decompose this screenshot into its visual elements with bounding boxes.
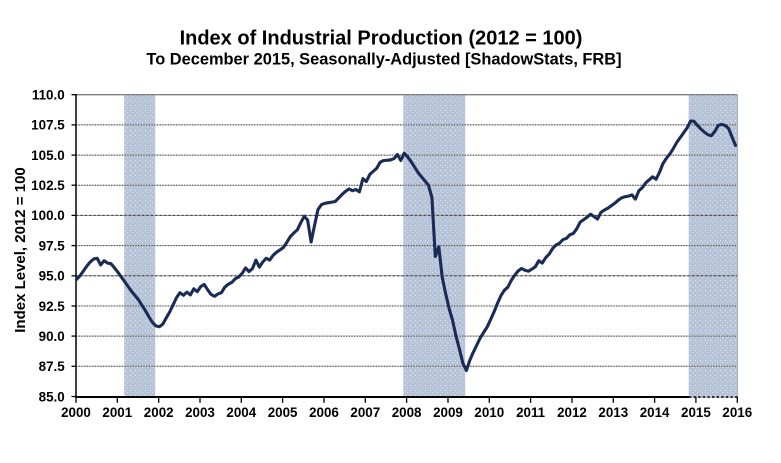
svg-text:90.0: 90.0: [39, 329, 65, 344]
svg-text:2003: 2003: [185, 405, 215, 420]
svg-text:2000: 2000: [61, 405, 91, 420]
svg-text:2001: 2001: [102, 405, 132, 420]
svg-text:2002: 2002: [144, 405, 174, 420]
svg-text:102.5: 102.5: [31, 178, 65, 193]
svg-text:2007: 2007: [350, 405, 380, 420]
svg-text:2005: 2005: [268, 405, 298, 420]
svg-text:2015: 2015: [681, 405, 711, 420]
svg-text:Index Level, 2012 = 100: Index Level, 2012 = 100: [12, 167, 29, 333]
svg-text:To December 2015, Seasonally-A: To December 2015, Seasonally-Adjusted [S…: [146, 51, 621, 69]
svg-text:2008: 2008: [392, 405, 422, 420]
svg-text:2004: 2004: [226, 405, 256, 420]
svg-text:92.5: 92.5: [39, 299, 66, 314]
svg-text:2012: 2012: [557, 405, 587, 420]
svg-text:85.0: 85.0: [39, 389, 65, 404]
svg-text:2013: 2013: [598, 405, 628, 420]
svg-text:105.0: 105.0: [31, 148, 65, 163]
svg-text:2014: 2014: [640, 405, 670, 420]
svg-text:Index of Industrial Production: Index of Industrial Production (2012 = 1…: [180, 28, 583, 50]
svg-text:87.5: 87.5: [39, 359, 66, 374]
svg-text:2010: 2010: [474, 405, 504, 420]
svg-text:2006: 2006: [309, 405, 339, 420]
svg-text:2011: 2011: [516, 405, 546, 420]
svg-text:107.5: 107.5: [31, 118, 65, 133]
svg-text:2009: 2009: [433, 405, 463, 420]
svg-text:97.5: 97.5: [39, 238, 66, 253]
svg-text:95.0: 95.0: [39, 269, 65, 284]
svg-text:110.0: 110.0: [32, 88, 65, 103]
svg-text:100.0: 100.0: [31, 208, 65, 223]
svg-text:2016: 2016: [722, 405, 752, 420]
